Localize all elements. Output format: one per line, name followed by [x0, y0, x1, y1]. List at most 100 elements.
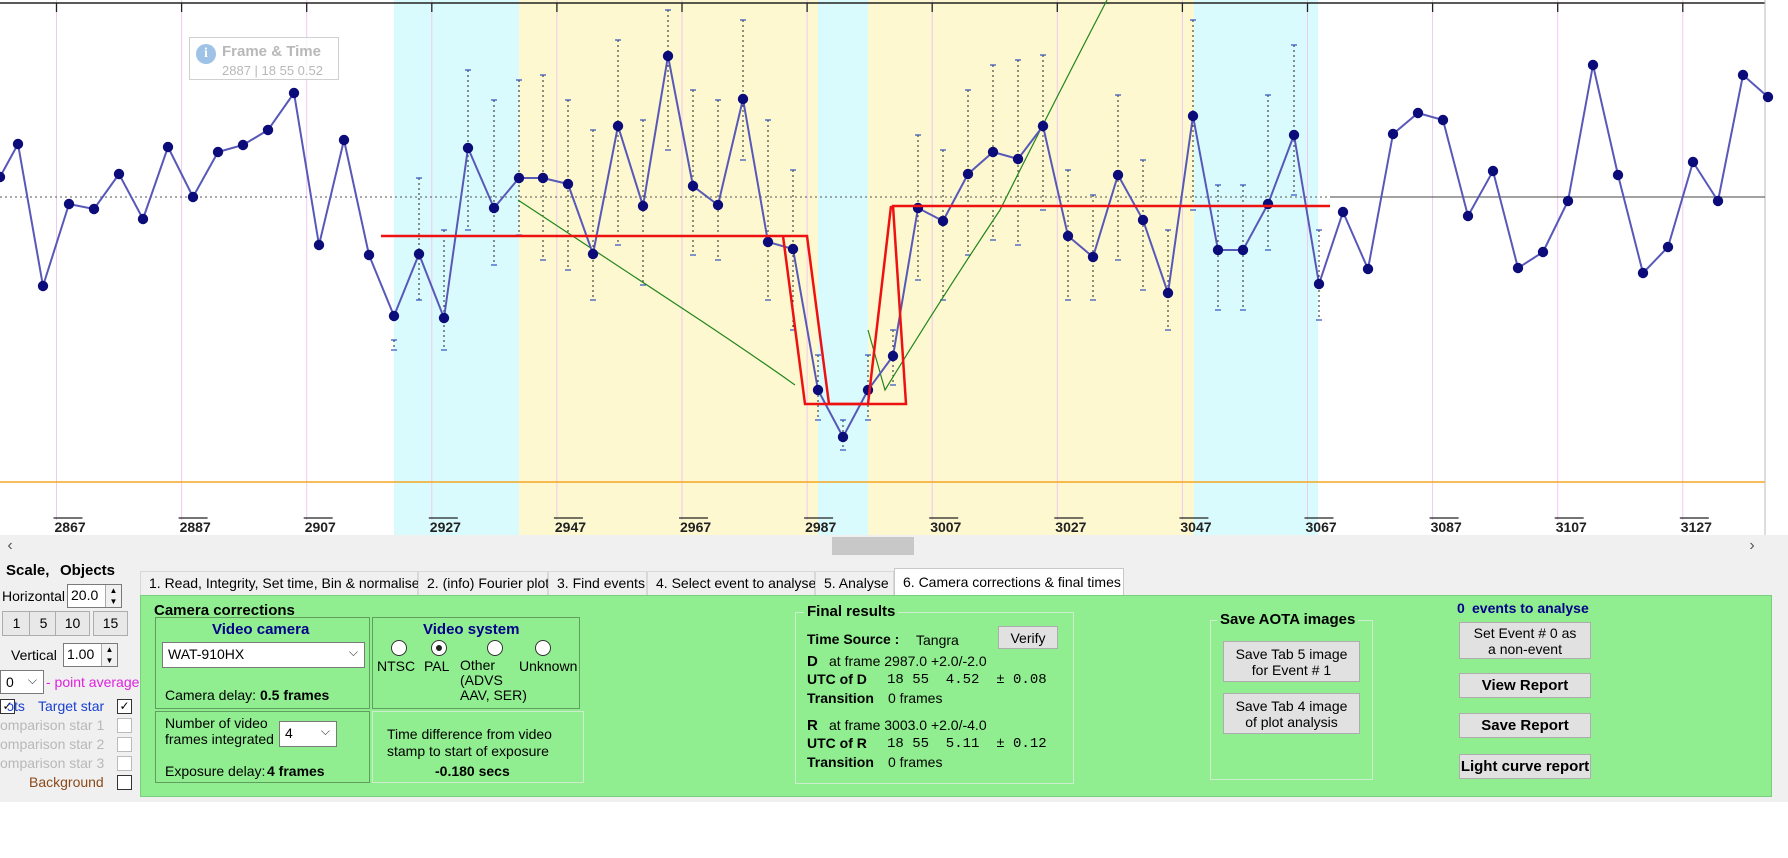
- radio-ntsc[interactable]: [391, 640, 407, 656]
- data-point: [687, 180, 699, 192]
- video-camera-group: Video camera WAT-910HX ⌵ Camera delay: 0…: [155, 617, 370, 709]
- video-camera-title: Video camera: [212, 621, 310, 638]
- data-point: [1687, 156, 1699, 168]
- save-tab4-image-button[interactable]: Save Tab 4 image of plot analysis: [1223, 693, 1360, 734]
- comparison-star-3-label: omparison star 3: [0, 755, 105, 771]
- view-report-button[interactable]: View Report: [1459, 673, 1591, 698]
- bottom-panel: Scale, Objects Horizontal 20.0 ▲ ▼ 1 5 10…: [0, 557, 1788, 802]
- data-point: [587, 248, 599, 260]
- exposure-delay-label: Exposure delay:: [165, 763, 266, 779]
- x-tick-label: 3047: [1180, 519, 1211, 535]
- events-count: 0: [1457, 600, 1465, 616]
- camera-model-select[interactable]: WAT-910HX ⌵: [162, 642, 365, 668]
- chevron-down-icon: ⌵: [348, 645, 358, 659]
- data-point: [637, 200, 649, 212]
- tab-camera-corrections[interactable]: 6. Camera corrections & final times: [894, 568, 1124, 596]
- data-point: [1412, 107, 1424, 119]
- points-checkbox[interactable]: ✓: [0, 699, 15, 714]
- horizontal-scale-spinner[interactable]: 20.0 ▲ ▼: [67, 584, 122, 608]
- comparison-star-3-checkbox[interactable]: [117, 756, 132, 771]
- light-curve-report-button[interactable]: Light curve report: [1459, 754, 1591, 779]
- data-point: [1462, 210, 1474, 222]
- tab-find-events[interactable]: 3. Find events: [548, 571, 647, 595]
- horizontal-label: Horizontal: [2, 588, 66, 604]
- radio-pal[interactable]: [431, 640, 447, 656]
- region-yellow-1: [519, 0, 818, 535]
- fit-curve-r: [867, 0, 1108, 392]
- data-point: [737, 93, 749, 105]
- data-point: [912, 202, 924, 214]
- utc-d-value: 18 55 4.52 ± 0.08: [887, 672, 1047, 688]
- tooltip-value: 2887 | 18 55 0.52: [222, 63, 323, 78]
- data-point: [187, 191, 199, 203]
- d-frame-value: at frame 2987.0 +2.0/-2.0: [829, 653, 987, 669]
- data-point: [1187, 110, 1199, 122]
- data-point: [1037, 120, 1049, 132]
- tab-read-integrity[interactable]: 1. Read, Integrity, Set time, Bin & norm…: [140, 571, 420, 595]
- point-average-select[interactable]: 0 ⌵: [0, 670, 44, 694]
- plot-horizontal-scrollbar[interactable]: ‹ ›: [0, 535, 1788, 557]
- scroll-thumb[interactable]: [832, 537, 914, 555]
- set-non-event-button[interactable]: Set Event # 0 as a non-event: [1459, 622, 1591, 659]
- data-point: [937, 215, 949, 227]
- tooltip-title: Frame & Time: [222, 43, 321, 60]
- data-point: [37, 280, 49, 292]
- light-curve-plot[interactable]: 2867 2887 2907 2927 2947 2967 2987 3007 3027 3047…: [0, 0, 1788, 535]
- r-transition-label: Transition: [807, 754, 874, 770]
- vertical-scale-spinner[interactable]: 1.00 ▲ ▼: [63, 643, 118, 667]
- d-label: D: [807, 653, 818, 670]
- camera-delay-value: 0.5 frames: [260, 687, 330, 703]
- spinner-arrows-icon[interactable]: ▲ ▼: [105, 585, 121, 607]
- camera-model-value: WAT-910HX: [168, 646, 245, 662]
- background-checkbox[interactable]: [117, 775, 132, 790]
- data-point: [113, 168, 125, 180]
- scale-button-5[interactable]: 5: [29, 611, 58, 636]
- camera-corrections-tab-content: Camera corrections Video camera WAT-910H…: [140, 595, 1772, 797]
- final-results-group: Final results Time Source : Tangra Verif…: [795, 603, 1074, 784]
- data-point: [162, 141, 174, 153]
- utc-r-label: UTC of R: [807, 735, 867, 751]
- vertical-scale-value: 1.00: [67, 646, 95, 662]
- light-curve-svg[interactable]: 2867 2887 2907 2927 2947 2967 2987 3007 3027 3047…: [0, 0, 1788, 535]
- frames-integrated-select[interactable]: 4 ⌵: [279, 721, 337, 747]
- comparison-star-1-checkbox[interactable]: [117, 718, 132, 733]
- data-point: [1762, 91, 1774, 103]
- radio-other[interactable]: [487, 640, 503, 656]
- data-point: [1737, 69, 1749, 81]
- data-point: [1537, 246, 1549, 258]
- tab-analyse[interactable]: 5. Analyse: [815, 571, 894, 595]
- data-point: [12, 138, 24, 150]
- radio-unknown[interactable]: [535, 640, 551, 656]
- data-point: [1587, 59, 1599, 71]
- save-tab5-image-button[interactable]: Save Tab 5 image for Event # 1: [1223, 641, 1360, 682]
- frames-integrated-value: 4: [285, 725, 293, 741]
- comparison-star-2-checkbox[interactable]: [117, 737, 132, 752]
- scroll-right-arrow-icon[interactable]: ›: [1749, 537, 1755, 554]
- data-point: [562, 178, 574, 190]
- tab-select-event[interactable]: 4. Select event to analyse: [647, 571, 816, 595]
- spinner-arrows-icon[interactable]: ▲ ▼: [101, 644, 117, 666]
- data-point: [262, 124, 274, 136]
- video-system-group: Video system NTSC PAL Other (ADVS AAV, S…: [372, 617, 580, 709]
- radio-pal-label: PAL: [424, 658, 450, 674]
- data-point: [0, 171, 6, 183]
- data-point: [137, 213, 149, 225]
- data-point: [1112, 169, 1124, 181]
- x-tick-label: 3007: [930, 519, 961, 535]
- verify-button[interactable]: Verify: [998, 626, 1058, 649]
- tab-fourier-plot[interactable]: 2. (info) Fourier plot: [418, 571, 549, 595]
- scale-button-1[interactable]: 1: [2, 611, 31, 636]
- point-average-label: - point average: [46, 674, 140, 690]
- data-point: [1387, 128, 1399, 140]
- x-tick-label: 2967: [680, 519, 711, 535]
- data-point: [1362, 263, 1374, 275]
- scale-button-15[interactable]: 15: [93, 611, 128, 636]
- data-point: [537, 172, 549, 184]
- save-report-button[interactable]: Save Report: [1459, 713, 1591, 738]
- data-point: [962, 168, 974, 180]
- scroll-left-arrow-icon[interactable]: ‹: [7, 537, 13, 554]
- scale-button-10[interactable]: 10: [55, 611, 90, 636]
- target-star-checkbox[interactable]: ✓: [117, 699, 132, 714]
- data-point: [1313, 278, 1325, 290]
- save-aota-legend: Save AOTA images: [1217, 611, 1359, 628]
